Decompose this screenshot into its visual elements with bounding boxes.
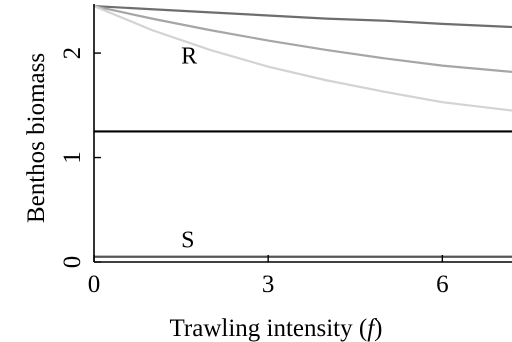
series-line-3 <box>93 5 512 112</box>
series-layer <box>93 4 512 258</box>
series-line-2 <box>93 5 512 73</box>
x-axis-title-close: ) <box>374 315 382 342</box>
x-tick-label-1: 3 <box>262 271 275 298</box>
annotations-layer: RS <box>181 44 197 254</box>
y-axis-title: Benthos biomass <box>23 53 50 223</box>
annotation-r: R <box>181 44 197 70</box>
ticks-layer: 0 3 6 0 1 2 <box>59 47 449 298</box>
x-axis-title-main: Trawling intensity ( <box>170 315 368 342</box>
y-tick-label-0: 0 <box>59 256 86 269</box>
x-tick-label-2: 6 <box>436 271 449 298</box>
series-line-1 <box>93 4 512 29</box>
y-tick-label-2: 2 <box>59 47 86 60</box>
annotation-s: S <box>181 227 194 253</box>
x-tick-label-0: 0 <box>88 271 101 298</box>
x-axis-title-variable: f <box>367 315 377 342</box>
axes-layer <box>93 4 512 263</box>
y-tick-label-1: 1 <box>59 151 86 164</box>
x-axis-title: Trawling intensity (f) <box>170 315 383 342</box>
